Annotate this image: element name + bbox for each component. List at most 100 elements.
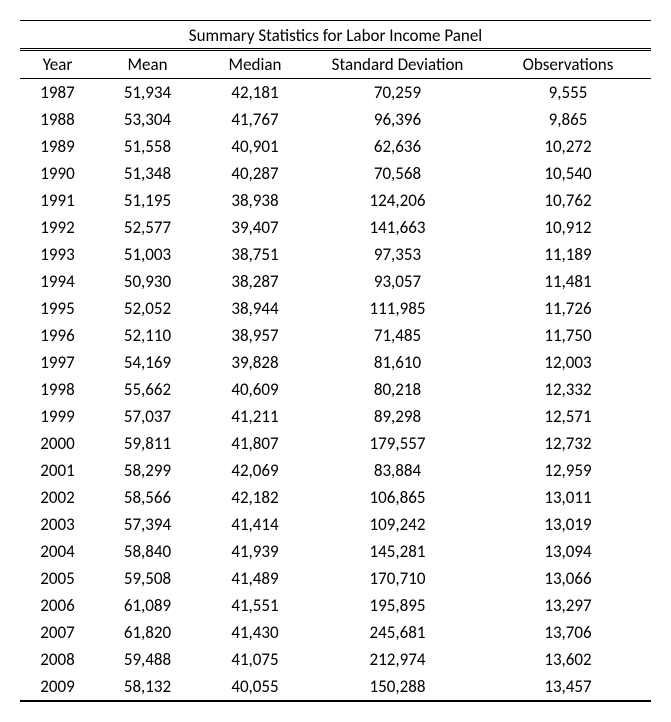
table-cell: 13,094	[485, 538, 651, 565]
table-row: 200059,81141,807179,55712,732	[20, 430, 651, 457]
table-cell: 71,485	[310, 322, 485, 349]
table-cell: 41,551	[200, 592, 310, 619]
table-cell: 9,865	[485, 106, 651, 133]
table-cell: 1992	[20, 214, 95, 241]
table-row: 199450,93038,28793,05711,481	[20, 268, 651, 295]
table-cell: 10,762	[485, 187, 651, 214]
table-row: 200258,56642,182106,86513,011	[20, 484, 651, 511]
table-row: 198853,30441,76796,3969,865	[20, 106, 651, 133]
table-row: 200859,48841,075212,97413,602	[20, 646, 651, 673]
table-title: Summary Statistics for Labor Income Pane…	[20, 21, 651, 50]
table-cell: 38,938	[200, 187, 310, 214]
table-cell: 58,299	[95, 457, 200, 484]
table-row: 199151,19538,938124,20610,762	[20, 187, 651, 214]
table-cell: 1998	[20, 376, 95, 403]
table-cell: 38,287	[200, 268, 310, 295]
table-row: 199957,03741,21189,29812,571	[20, 403, 651, 430]
table-cell: 62,636	[310, 133, 485, 160]
table-cell: 2001	[20, 457, 95, 484]
summary-statistics-table: Summary Statistics for Labor Income Pane…	[20, 20, 651, 702]
table-cell: 51,003	[95, 241, 200, 268]
table-cell: 11,189	[485, 241, 651, 268]
table-row: 199754,16939,82881,61012,003	[20, 349, 651, 376]
table-row: 199552,05238,944111,98511,726	[20, 295, 651, 322]
table-cell: 13,706	[485, 619, 651, 646]
col-header-obs: Observations	[485, 50, 651, 79]
table-cell: 80,218	[310, 376, 485, 403]
table-row: 199351,00338,75197,35311,189	[20, 241, 651, 268]
table-cell: 245,681	[310, 619, 485, 646]
table-cell: 1999	[20, 403, 95, 430]
table-cell: 12,959	[485, 457, 651, 484]
table-cell: 97,353	[310, 241, 485, 268]
table-cell: 1991	[20, 187, 95, 214]
table-cell: 2004	[20, 538, 95, 565]
table-cell: 40,287	[200, 160, 310, 187]
table-cell: 10,272	[485, 133, 651, 160]
table-cell: 41,807	[200, 430, 310, 457]
table-cell: 11,481	[485, 268, 651, 295]
table-row: 200761,82041,430245,68113,706	[20, 619, 651, 646]
table-cell: 38,944	[200, 295, 310, 322]
table-cell: 2002	[20, 484, 95, 511]
table-cell: 2003	[20, 511, 95, 538]
table-cell: 51,195	[95, 187, 200, 214]
table-cell: 1997	[20, 349, 95, 376]
table-cell: 1990	[20, 160, 95, 187]
table-cell: 59,488	[95, 646, 200, 673]
table-cell: 55,662	[95, 376, 200, 403]
table-cell: 41,939	[200, 538, 310, 565]
table-cell: 11,750	[485, 322, 651, 349]
table-cell: 59,508	[95, 565, 200, 592]
table-cell: 41,430	[200, 619, 310, 646]
table-cell: 40,609	[200, 376, 310, 403]
table-cell: 195,895	[310, 592, 485, 619]
table-cell: 170,710	[310, 565, 485, 592]
table-cell: 58,566	[95, 484, 200, 511]
table-row: 198951,55840,90162,63610,272	[20, 133, 651, 160]
table-cell: 9,555	[485, 79, 651, 107]
table-cell: 106,865	[310, 484, 485, 511]
table-cell: 57,394	[95, 511, 200, 538]
table-row: 199051,34840,28770,56810,540	[20, 160, 651, 187]
table-cell: 124,206	[310, 187, 485, 214]
table-cell: 96,396	[310, 106, 485, 133]
table-row: 200661,08941,551195,89513,297	[20, 592, 651, 619]
table-cell: 51,348	[95, 160, 200, 187]
table-cell: 2006	[20, 592, 95, 619]
table-cell: 12,003	[485, 349, 651, 376]
table-cell: 13,602	[485, 646, 651, 673]
table-title-row: Summary Statistics for Labor Income Pane…	[20, 21, 651, 50]
table-body: 198751,93442,18170,2599,555198853,30441,…	[20, 79, 651, 702]
col-header-mean: Mean	[95, 50, 200, 79]
table-cell: 41,211	[200, 403, 310, 430]
table-cell: 52,052	[95, 295, 200, 322]
table-cell: 12,332	[485, 376, 651, 403]
table-cell: 50,930	[95, 268, 200, 295]
table-cell: 83,884	[310, 457, 485, 484]
col-header-year: Year	[20, 50, 95, 79]
table-cell: 2007	[20, 619, 95, 646]
table-cell: 13,011	[485, 484, 651, 511]
table-cell: 1989	[20, 133, 95, 160]
table-cell: 54,169	[95, 349, 200, 376]
table-row: 198751,93442,18170,2599,555	[20, 79, 651, 107]
table-cell: 2009	[20, 673, 95, 701]
table-cell: 13,457	[485, 673, 651, 701]
col-header-median: Median	[200, 50, 310, 79]
table-cell: 41,489	[200, 565, 310, 592]
table-cell: 111,985	[310, 295, 485, 322]
table-cell: 13,066	[485, 565, 651, 592]
table-cell: 12,732	[485, 430, 651, 457]
table-cell: 61,820	[95, 619, 200, 646]
table-row: 200357,39441,414109,24213,019	[20, 511, 651, 538]
table-cell: 89,298	[310, 403, 485, 430]
table-cell: 38,751	[200, 241, 310, 268]
table-row: 199855,66240,60980,21812,332	[20, 376, 651, 403]
table-cell: 13,297	[485, 592, 651, 619]
table-cell: 93,057	[310, 268, 485, 295]
table-cell: 38,957	[200, 322, 310, 349]
table-cell: 1996	[20, 322, 95, 349]
table-cell: 41,414	[200, 511, 310, 538]
table-cell: 40,055	[200, 673, 310, 701]
